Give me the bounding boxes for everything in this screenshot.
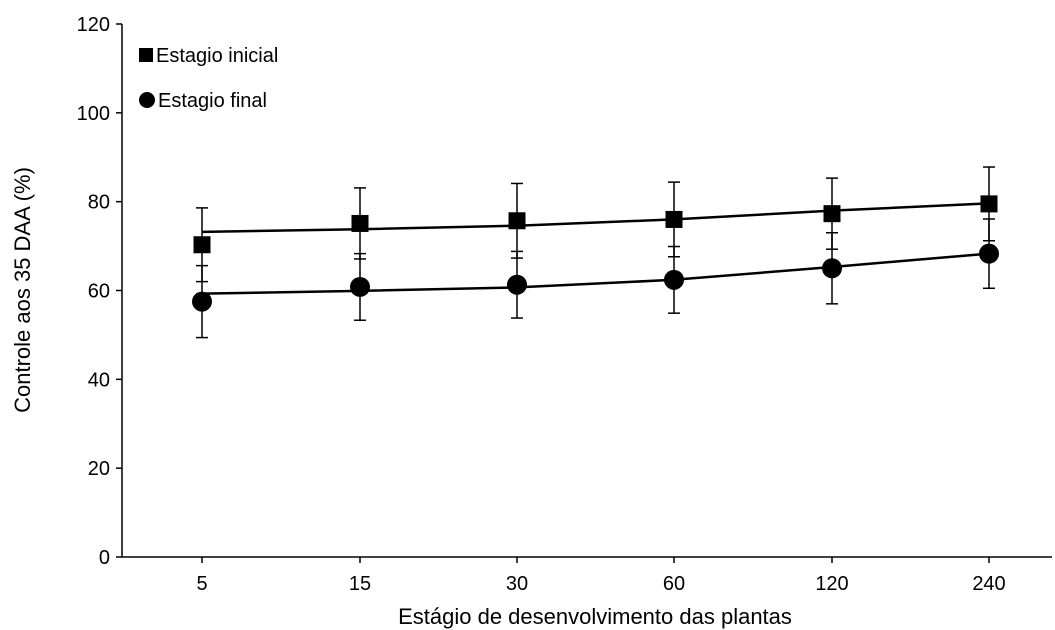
y-tick-label: 60 <box>88 281 110 303</box>
legend-circle-marker <box>139 92 155 108</box>
legend-item-estagio-inicial: Estagio inicial <box>139 45 278 67</box>
data-point <box>193 236 211 254</box>
data-point <box>823 205 841 223</box>
legend: Estagio inicial Estagio final <box>139 45 278 112</box>
data-point <box>822 258 842 279</box>
legend-label-estagio-final: Estagio final <box>158 90 267 112</box>
y-axis-title: Controle aos 35 DAA (%) <box>10 167 35 413</box>
legend-square-marker <box>139 48 153 62</box>
legend-item-estagio-final: Estagio final <box>139 90 267 112</box>
data-point <box>664 269 684 290</box>
trend-line <box>201 252 990 295</box>
data-point <box>507 274 527 295</box>
x-tick-label: 60 <box>663 573 685 595</box>
data-point <box>351 214 369 232</box>
x-tick-label: 30 <box>506 573 528 595</box>
y-tick-label: 20 <box>88 458 110 480</box>
y-ticks: 0 20 40 60 80 100 120 <box>77 14 122 569</box>
data-point <box>508 212 526 230</box>
x-tick-label: 120 <box>815 573 848 595</box>
data-point <box>980 195 998 213</box>
series-estagio-final <box>192 218 999 339</box>
y-tick-label: 80 <box>88 192 110 214</box>
series <box>192 166 999 339</box>
x-ticks: 5 15 30 60 120 240 <box>196 557 1006 595</box>
y-tick-label: 0 <box>99 547 110 569</box>
y-tick-label: 40 <box>88 369 110 391</box>
trend-line <box>201 202 990 234</box>
x-tick-label: 5 <box>196 573 207 595</box>
data-point <box>979 243 999 264</box>
series-estagio-inicial <box>193 166 998 283</box>
x-tick-label: 240 <box>972 573 1005 595</box>
data-point <box>665 210 683 228</box>
data-point <box>192 291 212 312</box>
x-axis-title: Estágio de desenvolvimento das plantas <box>398 604 792 629</box>
y-tick-label: 100 <box>77 103 110 125</box>
legend-label-estagio-inicial: Estagio inicial <box>156 45 278 67</box>
data-point <box>350 276 370 297</box>
x-tick-label: 15 <box>349 573 371 595</box>
y-tick-label: 120 <box>77 14 110 36</box>
